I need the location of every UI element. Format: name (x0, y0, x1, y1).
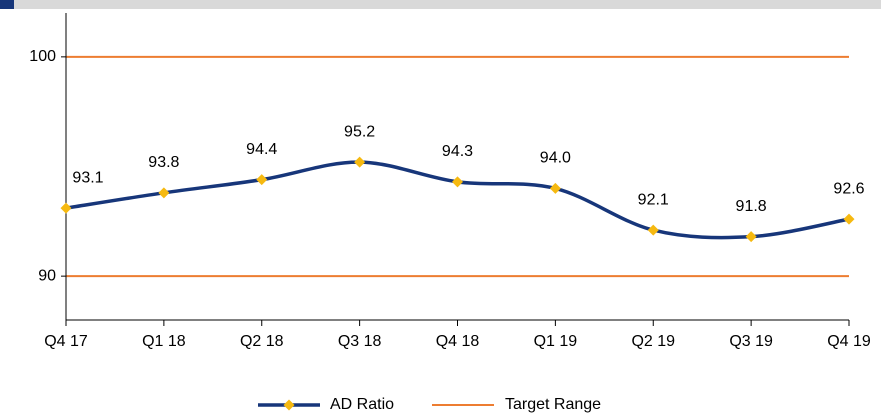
x-tick-label: Q4 19 (827, 333, 871, 350)
data-label: 92.6 (833, 180, 864, 197)
header-corner (0, 0, 14, 9)
x-tick-label: Q1 18 (142, 333, 186, 350)
marker (549, 182, 561, 194)
x-tick-label: Q3 18 (338, 333, 382, 350)
x-tick-label: Q4 18 (436, 333, 480, 350)
y-tick-label: 100 (29, 48, 56, 65)
data-label: 94.0 (540, 150, 571, 167)
data-label: 91.8 (736, 198, 767, 215)
marker (745, 231, 757, 243)
data-label: 94.4 (246, 141, 277, 158)
x-tick-label: Q1 19 (534, 333, 578, 350)
marker (256, 174, 268, 186)
marker (452, 176, 463, 188)
marker (843, 213, 855, 225)
data-label: 93.8 (148, 154, 179, 171)
marker (647, 224, 659, 236)
x-tick-label: Q4 17 (44, 333, 88, 350)
legend-label: AD Ratio (330, 396, 394, 413)
x-tick-label: Q3 19 (729, 333, 773, 350)
x-tick-label: Q2 19 (631, 333, 675, 350)
data-label: 93.1 (72, 169, 103, 186)
marker (158, 187, 170, 199)
series-line (65, 160, 850, 240)
legend-marker (283, 399, 295, 411)
marker (60, 202, 72, 214)
data-label: 94.3 (442, 143, 473, 160)
marker (354, 156, 366, 168)
x-tick-label: Q2 18 (240, 333, 284, 350)
data-label: 95.2 (344, 123, 375, 140)
data-label: 92.1 (638, 191, 669, 208)
header-band (0, 0, 881, 9)
y-tick-label: 90 (38, 267, 56, 284)
legend-label: Target Range (505, 396, 601, 413)
